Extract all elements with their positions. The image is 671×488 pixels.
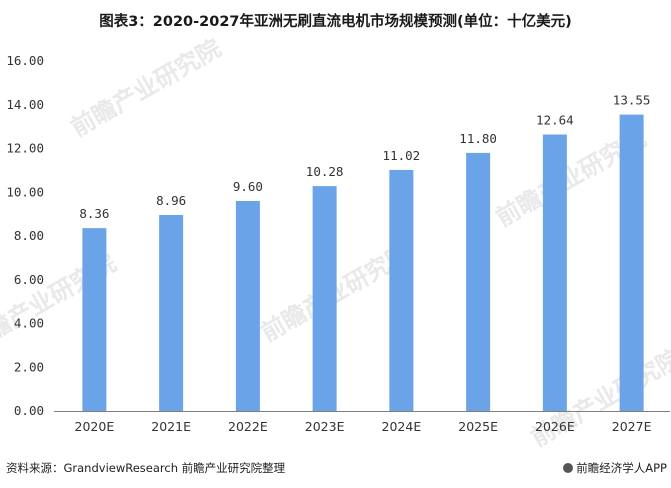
bar (235, 201, 260, 411)
data-label: 8.96 (156, 193, 186, 208)
x-tick-label: 2023E (305, 419, 345, 434)
bar (542, 134, 567, 411)
bar (466, 152, 491, 411)
y-tick-label: 16.00 (6, 53, 44, 68)
chart-title: 图表3：2020-2027年亚洲无刷直流电机市场规模预测(单位：十亿美元) (99, 14, 572, 30)
y-tick-label: 6.00 (14, 272, 44, 287)
y-tick-label: 12.00 (6, 141, 44, 156)
y-tick-label: 10.00 (6, 184, 44, 199)
x-tick-label: 2020E (75, 419, 115, 434)
data-label: 9.60 (233, 179, 263, 194)
x-tick-label: 2027E (612, 419, 652, 434)
brand-credit: 前瞻经济学人APP (563, 460, 667, 476)
data-label: 8.36 (79, 206, 109, 221)
y-tick-label: 8.00 (14, 228, 44, 243)
data-label: 10.28 (306, 164, 344, 179)
source-note: 资料来源：GrandviewResearch 前瞻产业研究院整理 (6, 461, 286, 475)
x-tick-label: 2024E (382, 419, 422, 434)
brand-name: 前瞻经济学人APP (576, 461, 667, 475)
data-label: 12.64 (536, 113, 574, 128)
bar (312, 186, 337, 411)
y-tick-label: 0.00 (14, 403, 44, 418)
bar (619, 114, 644, 411)
y-tick-label: 2.00 (14, 359, 44, 374)
brand-logo-icon (563, 463, 574, 473)
data-label: 11.02 (383, 148, 421, 163)
bar (82, 228, 107, 411)
watermark-text: 前瞻产业研究院 (66, 34, 225, 142)
x-tick-label: 2021E (151, 419, 191, 434)
x-axis-ticks: 2020E 2021E 2022E 2023E 2024E 2025E 2026E 2027E (75, 419, 652, 434)
x-tick-label: 2026E (535, 419, 575, 434)
bars: 8.36 8.96 9.60 10.28 11.02 11.80 12.64 13.55 (79, 93, 650, 411)
y-tick-label: 4.00 (14, 316, 44, 331)
x-tick-label: 2022E (228, 419, 268, 434)
y-tick-label: 14.00 (6, 97, 44, 112)
bar (389, 169, 414, 411)
y-axis-ticks: 0.00 2.00 4.00 6.00 8.00 10.00 12.00 14.00 16.00 (6, 53, 44, 418)
data-label: 13.55 (613, 93, 651, 108)
bar (159, 215, 184, 411)
data-label: 11.80 (459, 131, 497, 146)
x-tick-label: 2025E (458, 419, 498, 434)
